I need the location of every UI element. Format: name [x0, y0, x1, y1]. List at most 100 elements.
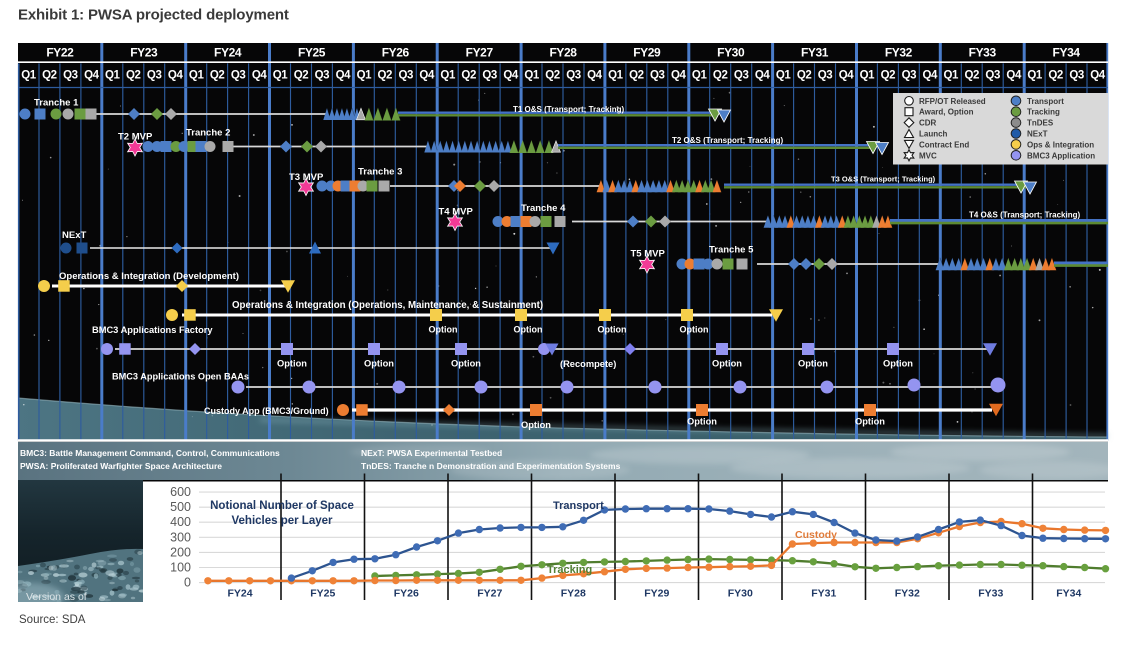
- svg-text:Option: Option: [598, 325, 627, 335]
- svg-text:Operations & Integration (Oper: Operations & Integration (Operations, Ma…: [232, 300, 543, 311]
- svg-text:300: 300: [170, 530, 191, 544]
- svg-text:Q2: Q2: [881, 69, 896, 81]
- svg-text:Q3: Q3: [650, 69, 665, 81]
- svg-text:TnDES: Tranche n Demonstration: TnDES: Tranche n Demonstration and Exper…: [361, 461, 621, 471]
- svg-text:FY24: FY24: [214, 45, 242, 59]
- svg-text:Custody App (BMC3/Ground): Custody App (BMC3/Ground): [204, 406, 329, 416]
- svg-text:Tranche 3: Tranche 3: [358, 167, 402, 178]
- svg-text:BMC3: Battle Management Comman: BMC3: Battle Management Command, Control…: [20, 448, 280, 458]
- svg-text:Vehicles per Layer: Vehicles per Layer: [231, 515, 333, 527]
- svg-text:Option: Option: [712, 359, 742, 369]
- svg-text:Custody: Custody: [795, 529, 837, 541]
- svg-text:Q1: Q1: [692, 69, 708, 81]
- svg-text:FY32: FY32: [895, 588, 920, 600]
- svg-text:Option: Option: [883, 359, 913, 369]
- svg-text:Q3: Q3: [818, 69, 833, 81]
- svg-text:FY31: FY31: [811, 588, 836, 600]
- svg-text:Q1: Q1: [944, 69, 960, 81]
- svg-text:Award, Option: Award, Option: [919, 108, 974, 117]
- svg-text:Launch: Launch: [919, 130, 948, 139]
- svg-text:Q4: Q4: [252, 69, 268, 81]
- svg-text:Tracking: Tracking: [1027, 108, 1060, 117]
- svg-text:Q2: Q2: [42, 69, 57, 81]
- svg-text:T2 O&S (Transport; Tracking): T2 O&S (Transport; Tracking): [672, 136, 783, 145]
- svg-text:T1 O&S (Transport; Tracking): T1 O&S (Transport; Tracking): [513, 105, 624, 114]
- svg-text:Tranche 4: Tranche 4: [521, 203, 566, 214]
- svg-text:Option: Option: [429, 325, 458, 335]
- svg-text:Tracking: Tracking: [547, 564, 592, 576]
- svg-text:FY26: FY26: [394, 588, 419, 600]
- svg-text:Option: Option: [687, 417, 717, 427]
- svg-text:FY26: FY26: [382, 45, 410, 59]
- svg-text:Q2: Q2: [545, 69, 560, 81]
- svg-text:600: 600: [170, 485, 191, 499]
- svg-text:Q1: Q1: [1027, 69, 1043, 81]
- svg-text:Q2: Q2: [126, 69, 141, 81]
- svg-text:Option: Option: [514, 325, 543, 335]
- svg-text:FY31: FY31: [801, 45, 829, 59]
- svg-text:FY32: FY32: [885, 45, 913, 59]
- svg-text:Q2: Q2: [378, 69, 393, 81]
- svg-text:500: 500: [170, 500, 191, 514]
- svg-text:BMC3 Application: BMC3 Application: [1027, 151, 1095, 160]
- svg-text:Q4: Q4: [671, 69, 687, 81]
- svg-text:Q3: Q3: [985, 69, 1000, 81]
- svg-text:Q1: Q1: [357, 69, 373, 81]
- svg-text:Version as of: Version as of: [26, 591, 87, 603]
- svg-text:T2 MVP: T2 MVP: [118, 132, 153, 143]
- svg-text:Q4: Q4: [755, 69, 771, 81]
- svg-text:Q3: Q3: [147, 69, 162, 81]
- svg-text:Q4: Q4: [419, 69, 435, 81]
- svg-text:FY28: FY28: [561, 588, 586, 600]
- svg-text:FY29: FY29: [644, 588, 669, 600]
- svg-text:Tranche 1: Tranche 1: [34, 98, 79, 109]
- svg-text:T4 MVP: T4 MVP: [439, 207, 474, 218]
- svg-text:Option: Option: [277, 359, 307, 369]
- svg-text:Transport: Transport: [1027, 97, 1064, 106]
- svg-text:Q3: Q3: [902, 69, 917, 81]
- svg-text:RFP/OT Released: RFP/OT Released: [919, 97, 986, 106]
- svg-text:(Recompete): (Recompete): [560, 359, 616, 369]
- svg-text:T3 O&S (Transport; Tracking): T3 O&S (Transport; Tracking): [831, 175, 936, 184]
- svg-text:Option: Option: [855, 417, 885, 427]
- svg-text:Option: Option: [521, 420, 551, 430]
- svg-text:Q3: Q3: [315, 69, 330, 81]
- svg-text:Exhibit 1: PWSA projected depl: Exhibit 1: PWSA projected deployment: [18, 7, 289, 24]
- svg-text:Q2: Q2: [294, 69, 309, 81]
- svg-text:FY27: FY27: [477, 588, 502, 600]
- svg-text:FY24: FY24: [227, 588, 252, 600]
- svg-text:Q1: Q1: [608, 69, 624, 81]
- svg-text:PWSA: Proliferated Warfighter: PWSA: Proliferated Warfighter Space Arch…: [20, 461, 222, 471]
- svg-text:Ops & Integration: Ops & Integration: [1027, 140, 1094, 149]
- svg-text:Q2: Q2: [713, 69, 728, 81]
- svg-text:Contract End: Contract End: [919, 140, 969, 149]
- svg-text:Option: Option: [364, 359, 394, 369]
- svg-text:Q1: Q1: [860, 69, 876, 81]
- svg-text:Q3: Q3: [63, 69, 78, 81]
- svg-text:NExT: PWSA Experimental Testbe: NExT: PWSA Experimental Testbed: [361, 448, 502, 458]
- svg-text:Option: Option: [451, 359, 481, 369]
- svg-text:Q3: Q3: [734, 69, 749, 81]
- svg-text:Q4: Q4: [84, 69, 100, 81]
- svg-text:Q2: Q2: [461, 69, 476, 81]
- svg-text:0: 0: [184, 576, 191, 590]
- svg-text:Tranche 5: Tranche 5: [709, 245, 754, 256]
- svg-text:400: 400: [170, 515, 191, 529]
- svg-text:Q1: Q1: [524, 69, 540, 81]
- svg-text:T3 MVP: T3 MVP: [289, 172, 324, 183]
- svg-text:Q1: Q1: [189, 69, 205, 81]
- svg-text:Q2: Q2: [210, 69, 225, 81]
- svg-text:Tranche 2: Tranche 2: [186, 128, 230, 139]
- svg-text:Q1: Q1: [776, 69, 792, 81]
- svg-text:Q4: Q4: [1090, 69, 1106, 81]
- svg-text:Option: Option: [680, 325, 709, 335]
- svg-text:CDR: CDR: [919, 119, 937, 128]
- svg-text:T4 O&S (Transport; Tracking): T4 O&S (Transport; Tracking): [969, 211, 1080, 220]
- svg-text:NExT: NExT: [1027, 130, 1048, 139]
- svg-text:Transport: Transport: [553, 500, 604, 512]
- svg-text:MVC: MVC: [919, 151, 937, 160]
- svg-text:Q3: Q3: [231, 69, 246, 81]
- svg-text:FY33: FY33: [969, 45, 997, 59]
- svg-text:Q2: Q2: [1048, 69, 1063, 81]
- svg-text:Q4: Q4: [336, 69, 352, 81]
